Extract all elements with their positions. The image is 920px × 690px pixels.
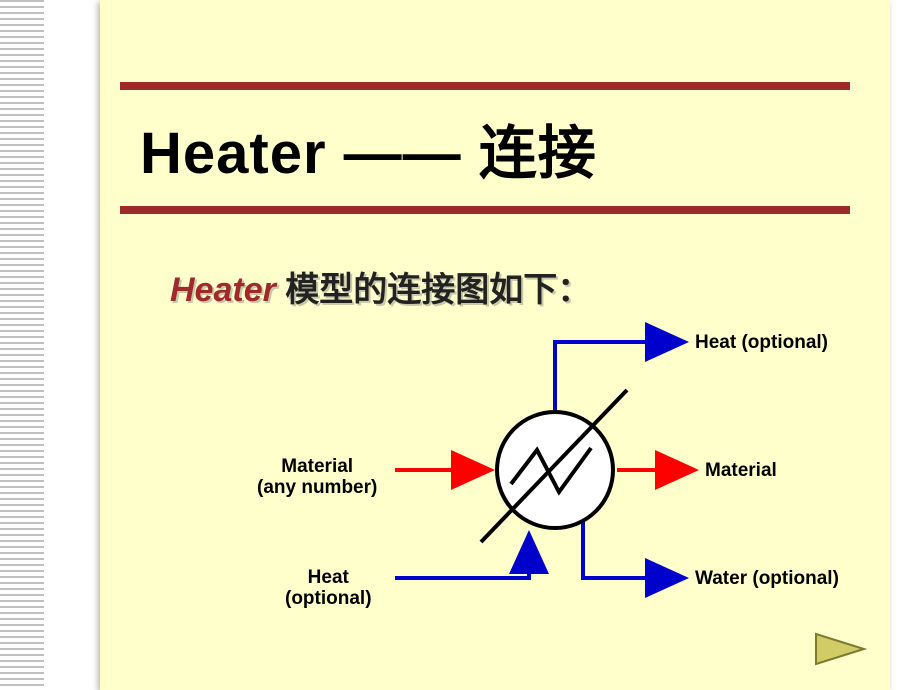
label-material-in: Material (any number) xyxy=(257,457,377,499)
page-title: Heater —— 连接 xyxy=(120,90,850,206)
title-rule-top xyxy=(120,82,850,90)
label-heat-out: Heat (optional) xyxy=(695,333,828,354)
label-water-out: Water (optional) xyxy=(695,569,839,590)
stream-heat-in xyxy=(395,534,529,578)
stream-water-out xyxy=(583,522,685,578)
heater-diagram: Material (any number) Material Heat (opt… xyxy=(185,320,885,620)
decorative-stripes xyxy=(0,0,44,690)
next-button[interactable] xyxy=(812,630,868,668)
title-rule-bottom xyxy=(120,206,850,214)
next-arrow-icon xyxy=(812,630,868,668)
heater-symbol-circle xyxy=(497,412,613,528)
slide-body: Heater —— 连接 Heater 模型的连接图如下： xyxy=(100,0,890,690)
subtitle: Heater 模型的连接图如下： xyxy=(170,262,591,311)
label-material-out: Material xyxy=(705,461,777,482)
label-heat-in: Heat (optional) xyxy=(285,568,372,610)
title-container: Heater —— 连接 xyxy=(120,82,850,214)
subtitle-cn: 模型的连接图如下： xyxy=(285,271,591,309)
subtitle-em: Heater xyxy=(170,271,285,309)
